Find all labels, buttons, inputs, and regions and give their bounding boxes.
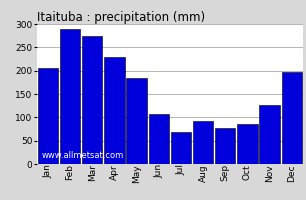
Bar — [259, 105, 280, 164]
Bar — [282, 72, 302, 164]
Bar — [215, 128, 236, 164]
Bar — [82, 36, 103, 164]
Text: Itaituba : precipitation (mm): Itaituba : precipitation (mm) — [37, 11, 205, 24]
Bar — [193, 121, 213, 164]
Bar — [60, 29, 80, 164]
Bar — [104, 57, 125, 164]
Text: www.allmetsat.com: www.allmetsat.com — [42, 151, 124, 160]
Bar — [38, 68, 58, 164]
Bar — [126, 78, 147, 164]
Bar — [237, 124, 258, 164]
Bar — [148, 114, 169, 164]
Bar — [171, 132, 191, 164]
